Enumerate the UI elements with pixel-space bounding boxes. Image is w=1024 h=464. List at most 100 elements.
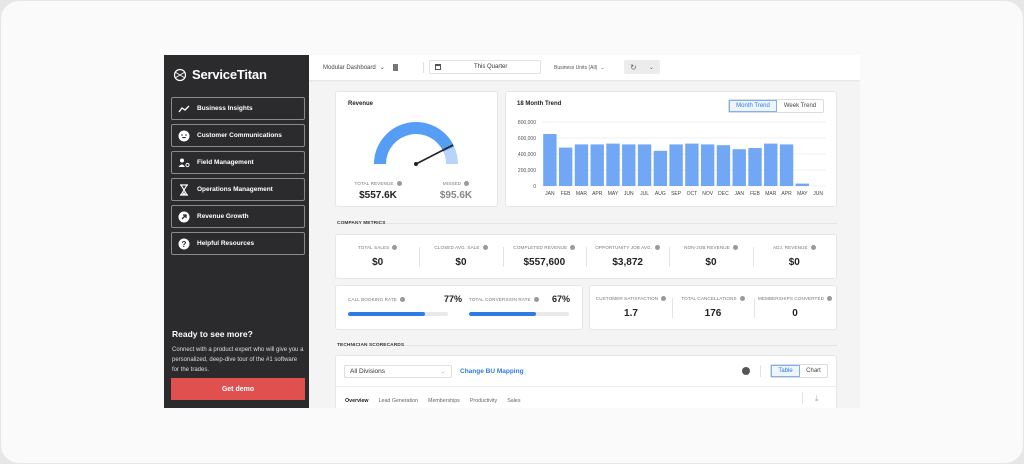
- chart-view-button[interactable]: Chart: [806, 368, 821, 374]
- nav-field-management[interactable]: Field Management: [171, 151, 305, 174]
- divider: [336, 386, 836, 387]
- business-units-dropdown[interactable]: Business Units (All) ⌄: [554, 65, 605, 71]
- svg-text:FEB: FEB: [750, 191, 760, 197]
- svg-text:200,000: 200,000: [518, 168, 536, 174]
- metric-value: 0: [792, 308, 798, 319]
- revenue-title: Revenue: [348, 101, 374, 107]
- trend-icon: [178, 103, 190, 115]
- week-trend-button[interactable]: Week Trend: [783, 103, 817, 109]
- scorecard-tab[interactable]: Memberships: [428, 398, 460, 404]
- calendar-icon: [435, 64, 441, 70]
- missed-revenue-metric: MISSED $95.6K: [431, 181, 481, 201]
- info-icon[interactable]: [732, 245, 738, 250]
- person-gear-icon: [178, 157, 190, 169]
- company-metrics-row2: CUSTOMER SATISFACTION 1.7 TOTAL CANCELLATI…: [589, 285, 837, 330]
- info-icon[interactable]: [827, 296, 833, 301]
- date-range-value: This Quarter: [474, 64, 508, 70]
- svg-text:MAR: MAR: [576, 191, 588, 197]
- svg-text:DEC: DEC: [718, 191, 729, 197]
- nav-customer-communications[interactable]: Customer Communications: [171, 124, 305, 147]
- nav-label: Operations Management: [197, 186, 273, 193]
- top-toolbar: Modular Dashboard ⌄ This Quarter Busines…: [309, 55, 860, 80]
- metric-tile: COMPLETED REVENUE $557,600: [503, 245, 586, 268]
- nav-label: Customer Communications: [197, 132, 282, 139]
- info-icon[interactable]: [482, 245, 488, 250]
- metric-value: $0: [372, 257, 384, 268]
- call-booking-label: CALL BOOKING RATE: [348, 297, 448, 302]
- dashboard-selector[interactable]: Modular Dashboard ⌄: [323, 64, 398, 71]
- nav-business-insights[interactable]: Business Insights: [171, 97, 305, 120]
- total-conversion-progress: [469, 312, 569, 316]
- division-dropdown[interactable]: All Divisions ⌄: [344, 365, 452, 378]
- info-icon[interactable]: [392, 245, 398, 250]
- info-icon[interactable]: [570, 245, 576, 250]
- info-icon[interactable]: [739, 296, 745, 301]
- nav-operations-management[interactable]: Operations Management: [171, 178, 305, 201]
- refresh-icon[interactable]: ↻: [630, 62, 637, 72]
- metric-label: NON-JOB REVENUE: [684, 245, 738, 250]
- metric-value: $0: [455, 257, 467, 268]
- metric-label: TOTAL SALES: [358, 245, 398, 250]
- info-icon[interactable]: [742, 367, 750, 375]
- technician-scorecards-label: TECHNICIAN SCORECARDS: [337, 343, 405, 348]
- svg-text:OCT: OCT: [687, 191, 698, 197]
- info-icon[interactable]: [464, 181, 470, 186]
- svg-text:JUL: JUL: [640, 191, 649, 197]
- change-bu-mapping-link[interactable]: Change BU Mapping: [460, 368, 524, 375]
- scorecard-tab[interactable]: Productivity: [469, 398, 498, 404]
- scorecard-tab[interactable]: Lead Generation: [378, 398, 419, 404]
- division-value: All Divisions: [350, 368, 386, 375]
- metric-divider: [419, 247, 421, 267]
- svg-text:JUN: JUN: [813, 191, 823, 197]
- date-range-picker[interactable]: This Quarter: [429, 60, 541, 74]
- nav-label: Field Management: [197, 159, 254, 166]
- refresh-control[interactable]: ↻ ⌄: [624, 60, 660, 74]
- chevron-down-icon[interactable]: ⌄: [648, 64, 654, 71]
- nav-helpful-resources[interactable]: ? Helpful Resources: [171, 232, 305, 255]
- info-icon[interactable]: [396, 181, 402, 186]
- question-icon: ?: [178, 238, 190, 250]
- svg-text:JAN: JAN: [545, 191, 555, 197]
- info-icon[interactable]: [661, 296, 667, 301]
- metric-value: $557,600: [523, 257, 566, 268]
- info-icon[interactable]: [533, 297, 539, 302]
- info-icon[interactable]: [399, 297, 405, 302]
- metric-label: CUSTOMER SATISFACTION: [596, 296, 667, 301]
- revenue-card: Revenue TOTAL REVENUE $557.6K MISSED $95…: [335, 91, 498, 207]
- metric-tile: CUSTOMER SATISFACTION 1.7: [590, 296, 672, 319]
- metric-divider: [752, 247, 754, 267]
- info-icon[interactable]: [655, 245, 661, 250]
- brand-logo: ServiceTitan: [172, 67, 267, 82]
- get-demo-button[interactable]: Get demo: [171, 378, 305, 400]
- rates-card: CALL BOOKING RATE 77% TOTAL CONVERSION R…: [335, 285, 583, 330]
- toolbar-divider: [760, 365, 761, 377]
- metric-tile: CLOSED AVG. SALE $0: [419, 245, 502, 268]
- download-icon[interactable]: ⤓: [815, 394, 819, 403]
- metric-divider: [502, 247, 504, 267]
- svg-text:800,000: 800,000: [518, 120, 536, 126]
- month-trend-button[interactable]: Month Trend: [729, 100, 777, 112]
- svg-text:FEB: FEB: [561, 191, 571, 197]
- metric-value: $3,872: [612, 257, 643, 268]
- metric-label: OPPORTUNITY JOB AVG.: [595, 245, 661, 250]
- nav-label: Revenue Growth: [197, 213, 249, 220]
- scorecard-tab[interactable]: Overview: [345, 398, 369, 404]
- metric-label: CLOSED AVG. SALE: [434, 245, 488, 250]
- metric-value: $0: [705, 257, 717, 268]
- divider: [802, 392, 803, 404]
- titan-logo-icon: [173, 68, 187, 81]
- scorecard-tabs: Overview Lead Generation Memberships Produc…: [345, 398, 520, 404]
- svg-text:APR: APR: [592, 191, 603, 197]
- total-conversion-label: TOTAL CONVERSION RATE: [469, 297, 569, 302]
- bookmark-icon[interactable]: [392, 64, 398, 71]
- trend-title: 18 Month Trend: [517, 101, 562, 107]
- table-view-button[interactable]: Table: [771, 365, 800, 377]
- info-icon[interactable]: [810, 245, 816, 250]
- section-divider: [404, 345, 837, 346]
- nav-revenue-growth[interactable]: Revenue Growth: [171, 205, 305, 228]
- scorecard-tab[interactable]: Sales: [507, 398, 521, 404]
- chevron-down-icon: ⌄: [379, 65, 385, 71]
- svg-text:MAR: MAR: [765, 191, 777, 197]
- call-booking-progress: [348, 312, 448, 316]
- smiley-icon: [178, 130, 190, 142]
